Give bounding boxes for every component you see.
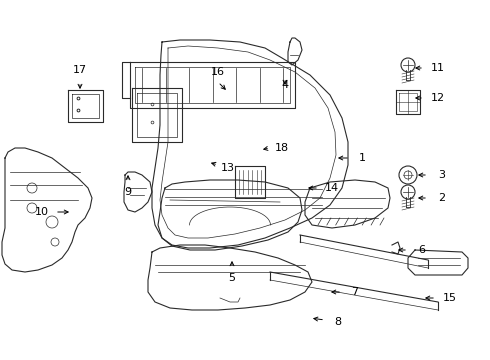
Text: 2: 2 <box>439 193 445 203</box>
Text: 1: 1 <box>359 153 366 163</box>
Text: 16: 16 <box>211 67 225 77</box>
Text: 6: 6 <box>418 245 425 255</box>
Text: 11: 11 <box>431 63 445 73</box>
Text: 13: 13 <box>221 163 235 173</box>
Text: 9: 9 <box>124 187 131 197</box>
Text: 18: 18 <box>275 143 289 153</box>
Text: 5: 5 <box>228 273 236 283</box>
Text: 7: 7 <box>351 287 359 297</box>
Text: 15: 15 <box>443 293 457 303</box>
Text: 3: 3 <box>439 170 445 180</box>
Text: 4: 4 <box>281 80 289 90</box>
Text: 17: 17 <box>73 65 87 75</box>
Text: 10: 10 <box>35 207 49 217</box>
Text: 14: 14 <box>325 183 339 193</box>
Text: 12: 12 <box>431 93 445 103</box>
Text: 8: 8 <box>335 317 342 327</box>
